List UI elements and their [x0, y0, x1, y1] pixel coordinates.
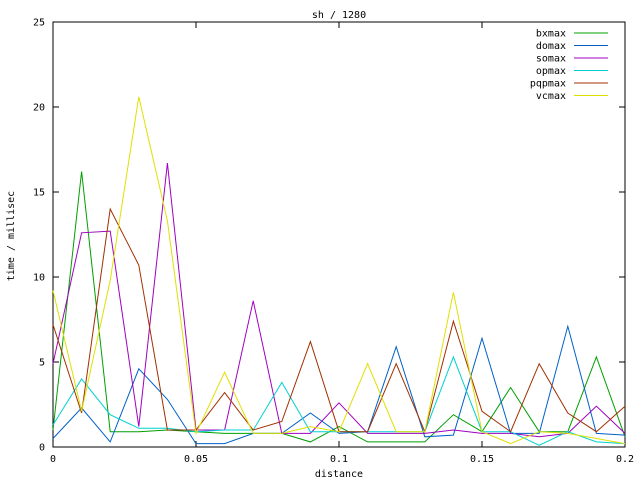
- y-axis-label: time / millisec: [6, 191, 17, 281]
- series-layer: [52, 96, 626, 446]
- legend-label: bxmax: [536, 29, 566, 40]
- y-tick-label: 15: [33, 188, 45, 199]
- y-tick-label: 5: [39, 358, 45, 369]
- x-tick-label: 0.05: [184, 454, 208, 465]
- series-line-pqpmax: [52, 207, 626, 434]
- y-tick-label: 10: [33, 273, 45, 284]
- series-line-bxmax: [52, 171, 626, 443]
- legend-label: opmax: [536, 66, 566, 77]
- y-tick-label: 0: [39, 443, 45, 454]
- series-line-domax: [52, 324, 626, 445]
- series-line-somax: [52, 163, 626, 438]
- x-tick-label: 0.2: [616, 454, 634, 465]
- series-line-vcmax: [52, 96, 626, 445]
- chart-title: sh / 1280: [312, 10, 366, 21]
- legend-label: vcmax: [536, 91, 566, 102]
- legend-label: somax: [536, 54, 566, 65]
- x-axis: 0 0.05 0.1 0.15 0.2: [50, 22, 634, 465]
- legend-label: pqpmax: [530, 79, 566, 90]
- x-tick-label: 0.15: [470, 454, 494, 465]
- x-axis-label: distance: [315, 469, 363, 480]
- x-tick-label: 0: [50, 454, 56, 465]
- x-tick-label: 0.1: [330, 454, 348, 465]
- legend-label: domax: [536, 41, 566, 52]
- y-tick-label: 20: [33, 103, 45, 114]
- y-axis: 0 5 10 15 20 25: [33, 18, 625, 454]
- y-tick-label: 25: [33, 18, 45, 29]
